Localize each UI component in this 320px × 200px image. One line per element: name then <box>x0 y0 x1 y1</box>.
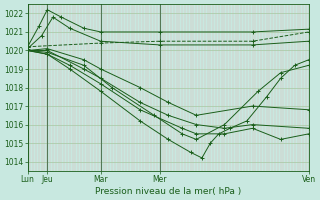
X-axis label: Pression niveau de la mer( hPa ): Pression niveau de la mer( hPa ) <box>95 187 241 196</box>
